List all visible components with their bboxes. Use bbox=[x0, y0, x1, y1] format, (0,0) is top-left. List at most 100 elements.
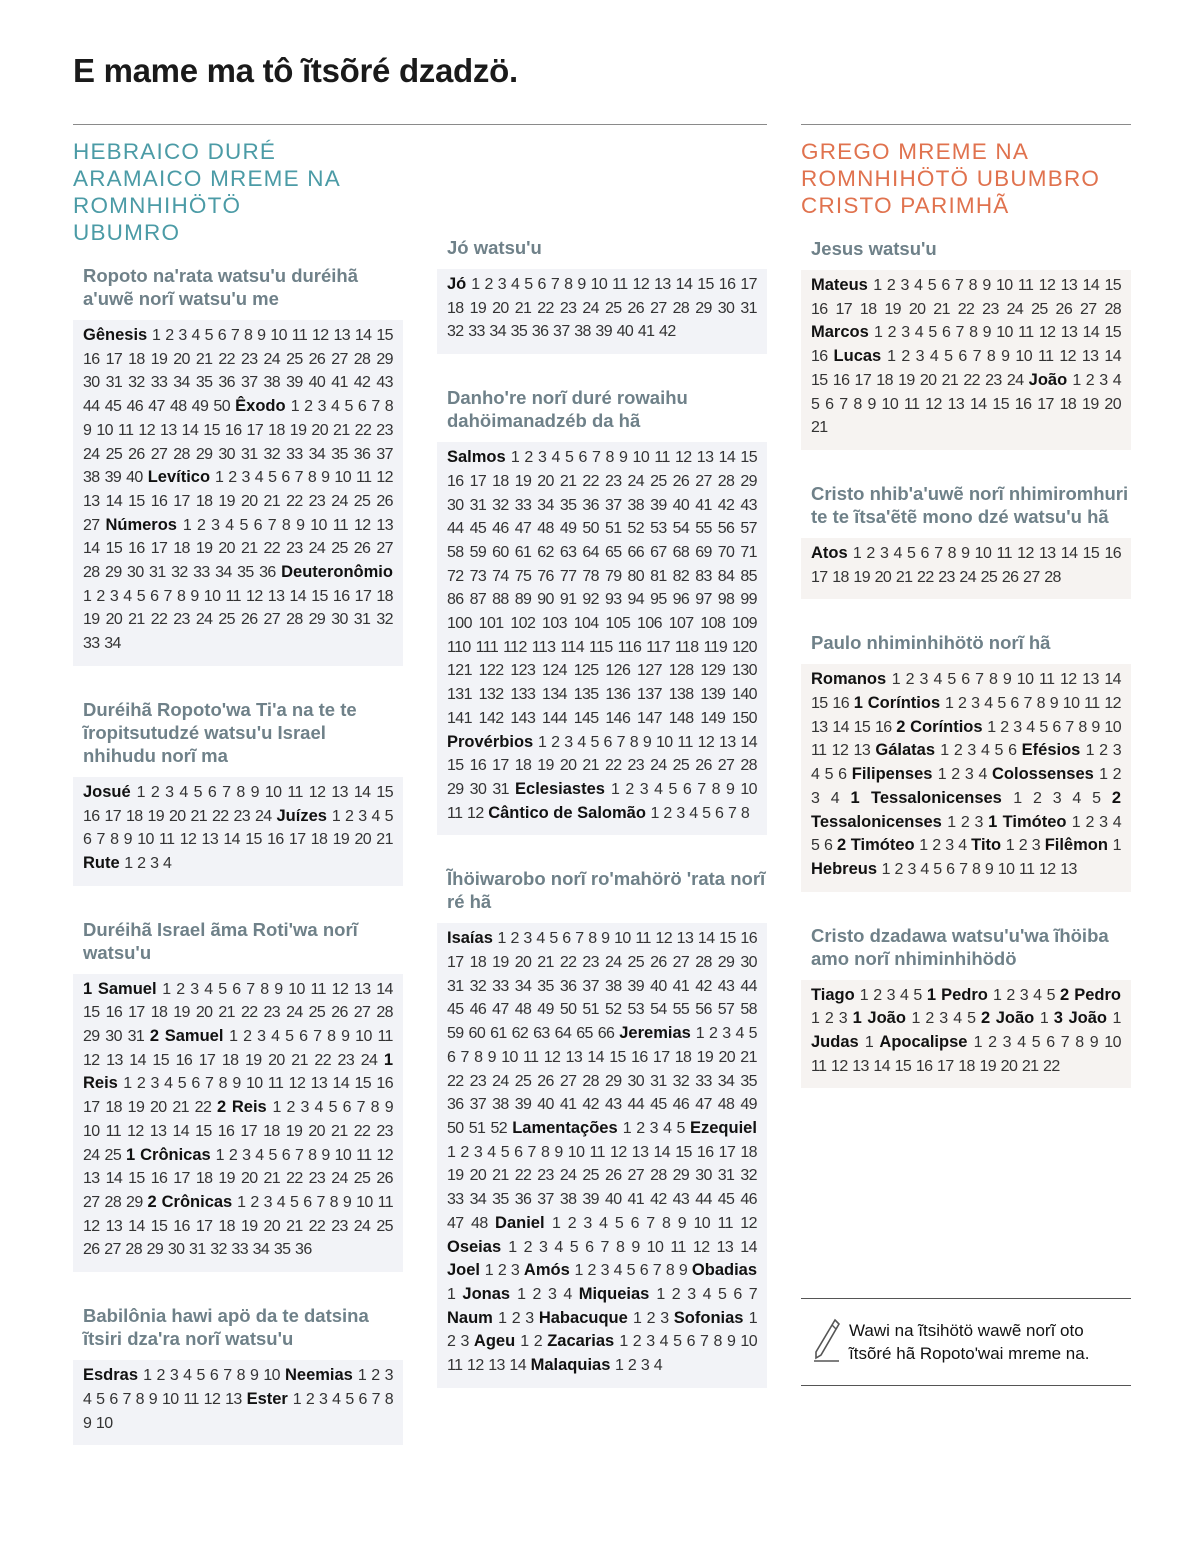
chapter-number[interactable]: 3 bbox=[1112, 742, 1122, 760]
chapter-number[interactable]: 92 bbox=[582, 591, 599, 609]
chapter-number[interactable]: 63 bbox=[559, 543, 577, 561]
chapter-number[interactable]: 14 bbox=[718, 449, 736, 467]
chapter-number[interactable]: 117 bbox=[646, 638, 670, 656]
chapter-number[interactable]: 14 bbox=[675, 276, 693, 293]
chapter-number[interactable]: 63 bbox=[533, 1025, 550, 1043]
chapter-number[interactable]: 15 bbox=[311, 587, 328, 605]
chapter-number[interactable]: 50 bbox=[559, 1001, 577, 1019]
chapter-number[interactable]: 36 bbox=[259, 564, 276, 582]
chapter-number[interactable]: 1 bbox=[940, 742, 949, 760]
chapter-number[interactable]: 14 bbox=[181, 421, 199, 439]
chapter-number[interactable]: 36 bbox=[514, 1191, 532, 1209]
chapter-number[interactable]: 11 bbox=[1038, 671, 1055, 689]
chapter-number[interactable]: 1 bbox=[873, 277, 882, 294]
chapter-number[interactable]: 9 bbox=[982, 324, 992, 342]
chapter-number[interactable]: 1 bbox=[891, 671, 901, 689]
chapter-number[interactable]: 24 bbox=[83, 445, 100, 463]
chapter-number[interactable]: 21 bbox=[195, 350, 213, 368]
chapter-number[interactable]: 7 bbox=[294, 469, 304, 487]
chapter-number[interactable]: 20 bbox=[263, 1217, 281, 1235]
chapter-number[interactable]: 25 bbox=[104, 1146, 122, 1164]
chapter-number[interactable]: 16 bbox=[128, 540, 145, 558]
chapter-number[interactable]: 17 bbox=[447, 954, 464, 972]
chapter-number[interactable]: 3 bbox=[150, 1075, 159, 1093]
chapter-number[interactable]: 1 bbox=[551, 1214, 561, 1232]
chapter-number[interactable]: 20 bbox=[311, 421, 328, 439]
chapter-number[interactable]: 11 bbox=[355, 469, 372, 487]
chapter-number[interactable]: 53 bbox=[650, 520, 667, 538]
chapter-number[interactable]: 12 bbox=[610, 1143, 627, 1161]
chapter-number[interactable]: 9 bbox=[577, 276, 586, 293]
chapter-number[interactable]: 47 bbox=[148, 398, 165, 416]
chapter-number[interactable]: 9 bbox=[296, 516, 305, 534]
chapter-number[interactable]: 11 bbox=[310, 980, 327, 998]
chapter-number[interactable]: 18 bbox=[514, 757, 532, 775]
chapter-number[interactable]: 14 bbox=[509, 1357, 527, 1375]
chapter-number[interactable]: 4 bbox=[689, 804, 698, 822]
chapter-number[interactable]: 8 bbox=[989, 671, 998, 689]
chapter-number[interactable]: 33 bbox=[231, 1241, 249, 1259]
chapter-number[interactable]: 116 bbox=[617, 638, 642, 656]
chapter-number[interactable]: 18 bbox=[740, 1143, 757, 1161]
chapter-number[interactable]: 21 bbox=[263, 492, 281, 510]
chapter-number[interactable]: 22 bbox=[1043, 1057, 1060, 1075]
chapter-number[interactable]: 16 bbox=[718, 276, 736, 293]
chapter-number[interactable]: 20 bbox=[514, 954, 532, 972]
chapter-number[interactable]: 11 bbox=[105, 1122, 122, 1140]
chapter-number[interactable]: 60 bbox=[468, 1025, 486, 1043]
chapter-number[interactable]: 1 bbox=[237, 1193, 246, 1211]
chapter-number[interactable]: 5 bbox=[285, 1028, 294, 1046]
chapter-number[interactable]: 41 bbox=[695, 496, 712, 514]
chapter-number[interactable]: 2 bbox=[523, 1238, 533, 1256]
chapter-number[interactable]: 25 bbox=[331, 540, 348, 558]
chapter-number[interactable]: 11 bbox=[377, 1028, 393, 1046]
chapter-number[interactable]: 18 bbox=[876, 371, 893, 389]
chapter-number[interactable]: 3 bbox=[1013, 718, 1022, 736]
chapter-number[interactable]: 14 bbox=[332, 1075, 350, 1093]
chapter-number[interactable]: 7 bbox=[975, 671, 984, 689]
chapter-number[interactable]: 13 bbox=[353, 980, 371, 998]
chapter-number[interactable]: 1 bbox=[650, 804, 660, 822]
chapter-number[interactable]: 11 bbox=[332, 516, 349, 534]
chapter-number[interactable]: 2 bbox=[905, 671, 915, 689]
chapter-number[interactable]: 20 bbox=[149, 1099, 167, 1117]
chapter-number[interactable]: 19 bbox=[853, 568, 871, 586]
chapter-number[interactable]: 6 bbox=[299, 1028, 308, 1046]
chapter-number[interactable]: 9 bbox=[384, 1099, 394, 1117]
chapter-number[interactable]: 11 bbox=[291, 327, 308, 344]
chapter-number[interactable]: 28 bbox=[173, 445, 190, 463]
chapter-number[interactable]: 35 bbox=[510, 323, 528, 341]
chapter-number[interactable]: 6 bbox=[961, 671, 970, 689]
chapter-number[interactable]: 11 bbox=[159, 831, 175, 849]
chapter-number[interactable]: 35 bbox=[537, 977, 554, 995]
chapter-number[interactable]: 14 bbox=[1082, 277, 1100, 294]
chapter-number[interactable]: 10 bbox=[288, 980, 305, 998]
chapter-number[interactable]: 74 bbox=[492, 567, 509, 585]
chapter-number[interactable]: 2 bbox=[925, 1010, 934, 1028]
chapter-number[interactable]: 4 bbox=[654, 780, 663, 798]
chapter-number[interactable]: 9 bbox=[642, 733, 652, 751]
chapter-number[interactable]: 1 bbox=[887, 348, 896, 366]
chapter-number[interactable]: 23 bbox=[263, 1004, 281, 1022]
chapter-number[interactable]: 23 bbox=[582, 954, 599, 972]
chapter-number[interactable]: 61 bbox=[514, 543, 532, 561]
chapter-number[interactable]: 33 bbox=[83, 635, 100, 653]
chapter-number[interactable]: 12 bbox=[1039, 860, 1056, 878]
chapter-number[interactable]: 5 bbox=[928, 324, 937, 342]
chapter-number[interactable]: 1 bbox=[992, 986, 1002, 1004]
chapter-number[interactable]: 15 bbox=[105, 540, 123, 558]
chapter-number[interactable]: 82 bbox=[672, 567, 690, 585]
chapter-number[interactable]: 26 bbox=[650, 954, 667, 972]
chapter-number[interactable]: 13 bbox=[149, 1122, 167, 1140]
chapter-number[interactable]: 54 bbox=[650, 1001, 667, 1019]
chapter-number[interactable]: 66 bbox=[627, 543, 645, 561]
chapter-number[interactable]: 10 bbox=[996, 324, 1013, 342]
chapter-number[interactable]: 40 bbox=[308, 374, 326, 392]
chapter-number[interactable]: 3 bbox=[1099, 371, 1108, 389]
chapter-number[interactable]: 65 bbox=[576, 1025, 593, 1043]
chapter-number[interactable]: 6 bbox=[630, 1214, 640, 1232]
chapter-number[interactable]: 22 bbox=[917, 568, 934, 586]
chapter-number[interactable]: 20 bbox=[268, 1051, 285, 1069]
chapter-number[interactable]: 1 bbox=[911, 1010, 921, 1028]
chapter-number[interactable]: 4 bbox=[563, 1285, 572, 1303]
